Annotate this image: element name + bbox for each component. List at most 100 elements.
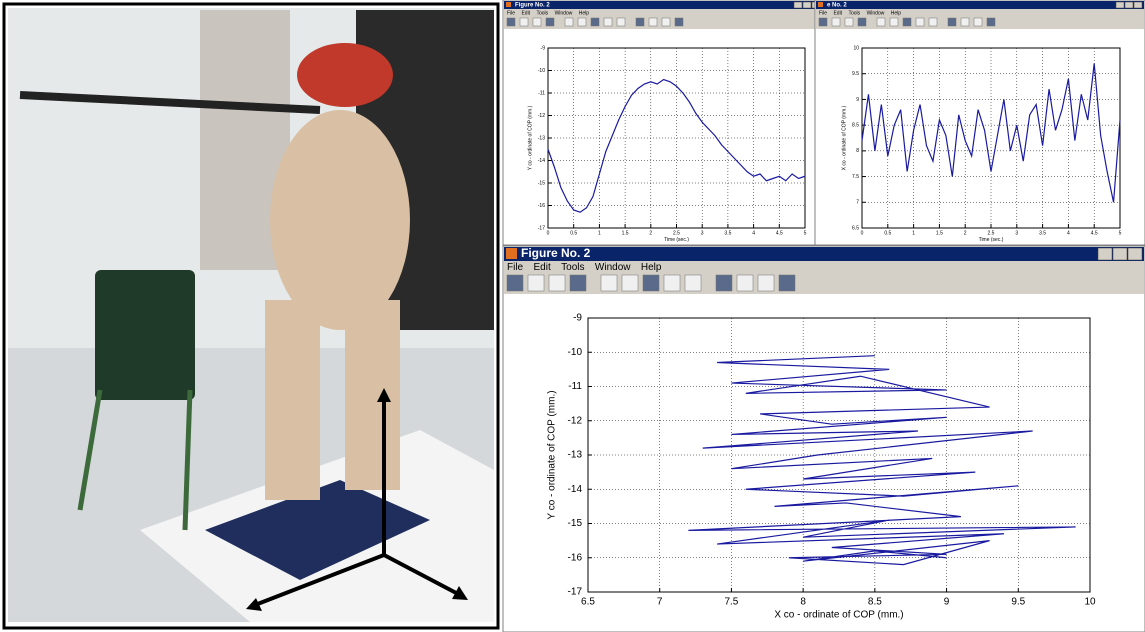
y-tick-label: -15 (538, 180, 545, 186)
title-bar (504, 1, 822, 9)
toolbar-button[interactable] (947, 17, 957, 27)
y-tick-label: -14 (538, 158, 545, 164)
toolbar-button[interactable] (506, 17, 516, 27)
toolbar-button[interactable] (590, 17, 600, 27)
menu-item[interactable]: Window (555, 10, 573, 16)
toolbar-button[interactable] (532, 17, 542, 27)
toolbar-button[interactable] (986, 17, 996, 27)
toolbar-button[interactable] (635, 17, 645, 27)
y-tick-label: -11 (538, 90, 545, 96)
toolbar-button[interactable] (857, 17, 867, 27)
menu-item[interactable]: Tools (536, 10, 548, 16)
y-tick-label: -11 (568, 381, 582, 392)
window-button[interactable] (1124, 1, 1134, 9)
toolbar-button[interactable] (663, 274, 681, 292)
x-tick-label: 3.5 (1039, 230, 1046, 236)
toolbar-button[interactable] (684, 274, 702, 292)
toolbar-button[interactable] (973, 17, 983, 27)
menu-item[interactable]: File (507, 262, 524, 273)
x-tick-label: 6.5 (581, 597, 595, 608)
x-tick-label: 5 (1119, 230, 1122, 236)
toolbar-button[interactable] (876, 17, 886, 27)
y-tick-label: -9 (573, 313, 582, 324)
menu-item[interactable]: Help (891, 10, 902, 16)
menu-item[interactable]: Help (641, 262, 662, 273)
menu-item[interactable]: Window (867, 10, 885, 16)
toolbar-button[interactable] (564, 17, 574, 27)
window-button[interactable] (793, 1, 803, 9)
toolbar-button[interactable] (715, 274, 733, 292)
window-button[interactable] (1127, 247, 1143, 261)
toolbar-button[interactable] (603, 17, 613, 27)
toolbar-button[interactable] (831, 17, 841, 27)
toolbar-button[interactable] (889, 17, 899, 27)
x-tick-label: 8 (800, 597, 806, 608)
x-tick-label: 10 (1084, 597, 1096, 608)
axes-box (587, 317, 1091, 593)
menu-item[interactable]: File (507, 10, 515, 16)
toolbar-button[interactable] (519, 17, 529, 27)
toolbar-button[interactable] (648, 17, 658, 27)
y-tick-label: -12 (538, 113, 545, 119)
x-tick-label: 7 (657, 597, 663, 608)
x-axis-label: Time (sec.) (664, 237, 689, 243)
y-tick-label: -13 (538, 135, 545, 141)
toolbar-button[interactable] (902, 17, 912, 27)
y-tick-label: 9 (856, 97, 859, 103)
x-tick-label: 3 (701, 230, 704, 236)
window-button[interactable] (1133, 1, 1143, 9)
person-leg (345, 300, 400, 490)
toolbar-button[interactable] (548, 274, 566, 292)
menu-item[interactable]: File (819, 10, 827, 16)
window-icon (506, 2, 511, 7)
cap (297, 43, 393, 107)
window-button[interactable] (1115, 1, 1125, 9)
x-tick-label: 2 (964, 230, 967, 236)
toolbar-button[interactable] (642, 274, 660, 292)
menu-item[interactable]: Tools (848, 10, 860, 16)
figure-window: Figure No. 2 File Edit Tools Window Help 6.5 7 7… (502, 245, 1145, 632)
x-tick-label: 9 (944, 597, 950, 608)
menu-item[interactable]: Edit (833, 10, 842, 16)
axes-box (547, 47, 806, 229)
x-tick-label: 0 (861, 230, 864, 236)
toolbar-button[interactable] (674, 17, 684, 27)
toolbar-button[interactable] (661, 17, 671, 27)
toolbar-button[interactable] (545, 17, 555, 27)
window-button[interactable] (1097, 247, 1113, 261)
toolbar-button[interactable] (577, 17, 587, 27)
toolbar-button[interactable] (736, 274, 754, 292)
arrow-head (377, 388, 391, 402)
toolbar-button[interactable] (600, 274, 618, 292)
toolbar-button[interactable] (757, 274, 775, 292)
x-axis-label: X co - ordinate of COP (mm.) (774, 610, 903, 621)
x-tick-label: 1 (598, 230, 601, 236)
toolbar-button[interactable] (915, 17, 925, 27)
window-button[interactable] (802, 1, 812, 9)
axis-arrow (383, 553, 461, 597)
menu-item[interactable]: Edit (521, 10, 530, 16)
toolbar-button[interactable] (960, 17, 970, 27)
menu-item[interactable]: Tools (561, 262, 584, 273)
y-tick-label: -14 (568, 484, 583, 495)
chair-leg (77, 389, 103, 511)
toolbar-button[interactable] (778, 274, 796, 292)
x-tick-label: 1.5 (622, 230, 629, 236)
toolbar-button[interactable] (818, 17, 828, 27)
toolbar-button[interactable] (928, 17, 938, 27)
toolbar-button[interactable] (506, 274, 524, 292)
menu-item[interactable]: Help (579, 10, 590, 16)
chair (95, 270, 195, 400)
toolbar-button[interactable] (527, 274, 545, 292)
window-icon (818, 2, 823, 7)
menu-item[interactable]: Edit (534, 262, 551, 273)
toolbar-button[interactable] (844, 17, 854, 27)
menu-item[interactable]: Window (595, 262, 631, 273)
toolbar-button[interactable] (569, 274, 587, 292)
toolbar-button[interactable] (616, 17, 626, 27)
title-bar (504, 247, 1144, 261)
toolbar-button[interactable] (621, 274, 639, 292)
window-button[interactable] (1112, 247, 1128, 261)
